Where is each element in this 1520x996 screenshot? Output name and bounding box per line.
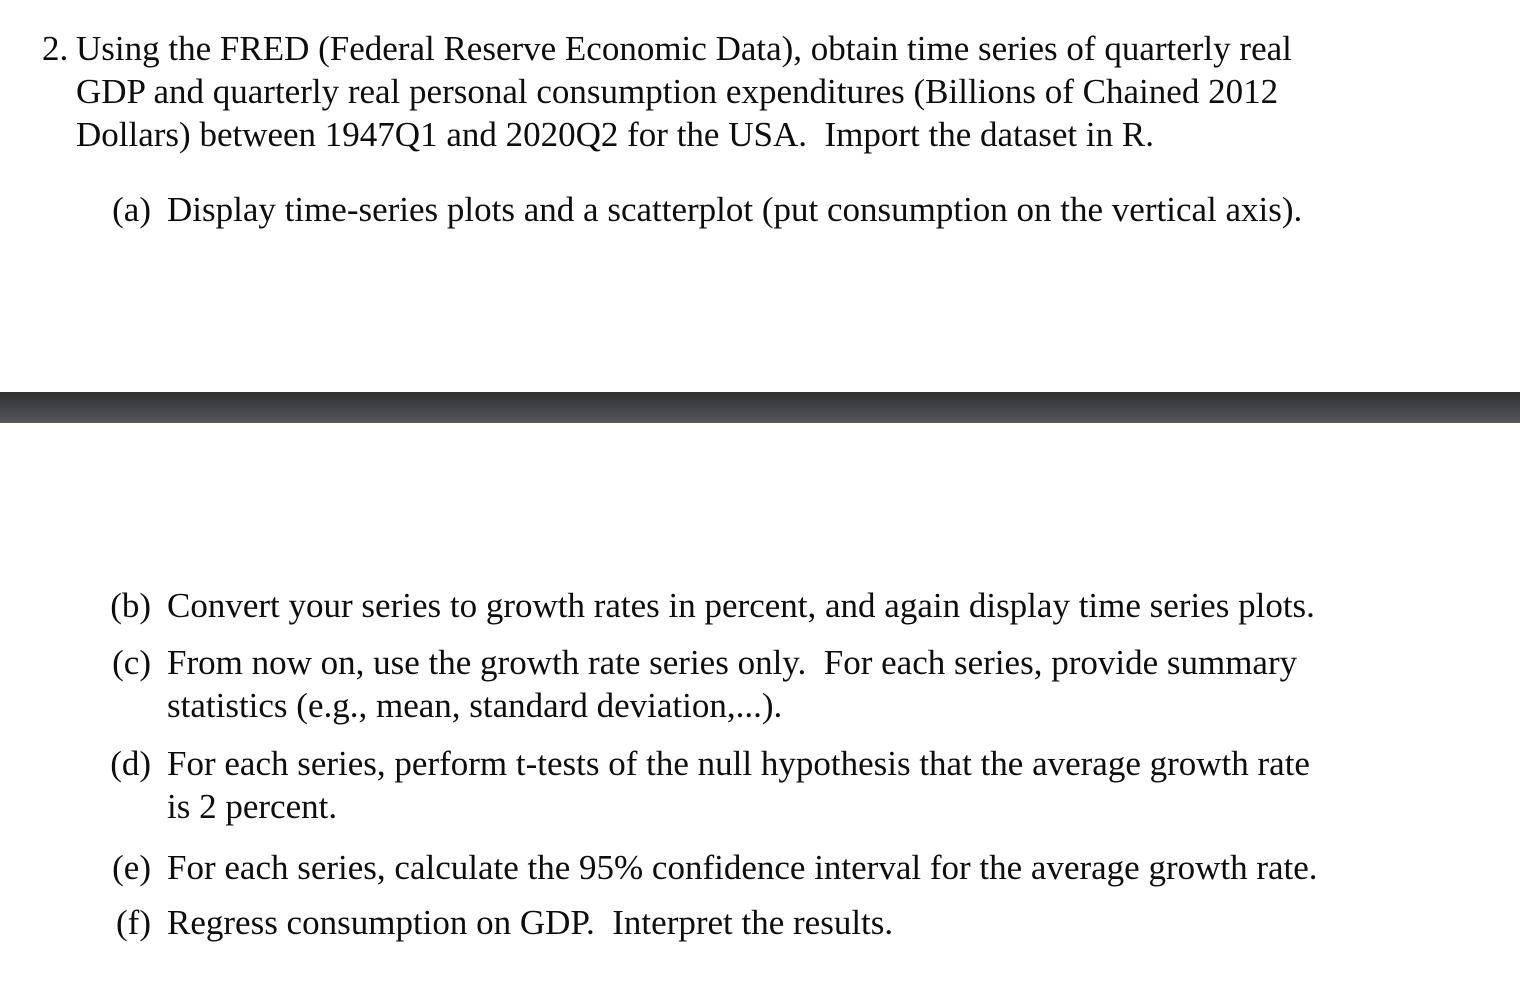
- problem-number: 2.: [42, 29, 69, 68]
- part-text-line: For each series, perform t-tests of the …: [167, 744, 1310, 783]
- part-text-line: statistics (e.g., mean, standard deviati…: [167, 686, 783, 725]
- part-text-line: is 2 percent.: [167, 787, 338, 826]
- problem-intro: Using the FRED (Federal Reserve Economic…: [76, 27, 1292, 156]
- part-row-b: (b) Convert your series to growth rates …: [103, 584, 1315, 627]
- part-row-a: (a) Display time-series plots and a scat…: [103, 188, 1302, 231]
- part-text-line: Display time-series plots and a scatterp…: [167, 190, 1303, 229]
- part-label: (c): [112, 643, 151, 682]
- part-row-f: (f) Regress consumption on GDP. Interpre…: [103, 901, 893, 944]
- part-text-line: Convert your series to growth rates in p…: [167, 586, 1315, 625]
- part-text: Display time-series plots and a scatterp…: [167, 188, 1302, 231]
- part-row-d: (d) For each series, perform t-tests of …: [103, 742, 1310, 828]
- intro-line: Using the FRED (Federal Reserve Economic…: [76, 29, 1292, 68]
- part-row-c: (c) From now on, use the growth rate ser…: [103, 641, 1297, 727]
- section-divider: [0, 392, 1520, 423]
- part-label: (e): [112, 848, 151, 887]
- intro-line: Dollars) between 1947Q1 and 2020Q2 for t…: [76, 115, 1154, 154]
- part-label: (d): [110, 744, 151, 783]
- part-text: Regress consumption on GDP. Interpret th…: [167, 901, 893, 944]
- part-row-e: (e) For each series, calculate the 95% c…: [103, 846, 1318, 889]
- part-label: (f): [116, 903, 151, 942]
- part-text-line: Regress consumption on GDP. Interpret th…: [167, 903, 894, 942]
- part-text-line: For each series, calculate the 95% confi…: [167, 848, 1318, 887]
- part-text: From now on, use the growth rate series …: [167, 641, 1297, 727]
- part-text-line: From now on, use the growth rate series …: [167, 643, 1298, 682]
- part-label: (b): [110, 586, 151, 625]
- part-text: Convert your series to growth rates in p…: [167, 584, 1315, 627]
- part-label: (a): [112, 190, 151, 229]
- part-text: For each series, perform t-tests of the …: [167, 742, 1310, 828]
- intro-line: GDP and quarterly real personal consumpt…: [76, 72, 1279, 111]
- part-text: For each series, calculate the 95% confi…: [167, 846, 1318, 889]
